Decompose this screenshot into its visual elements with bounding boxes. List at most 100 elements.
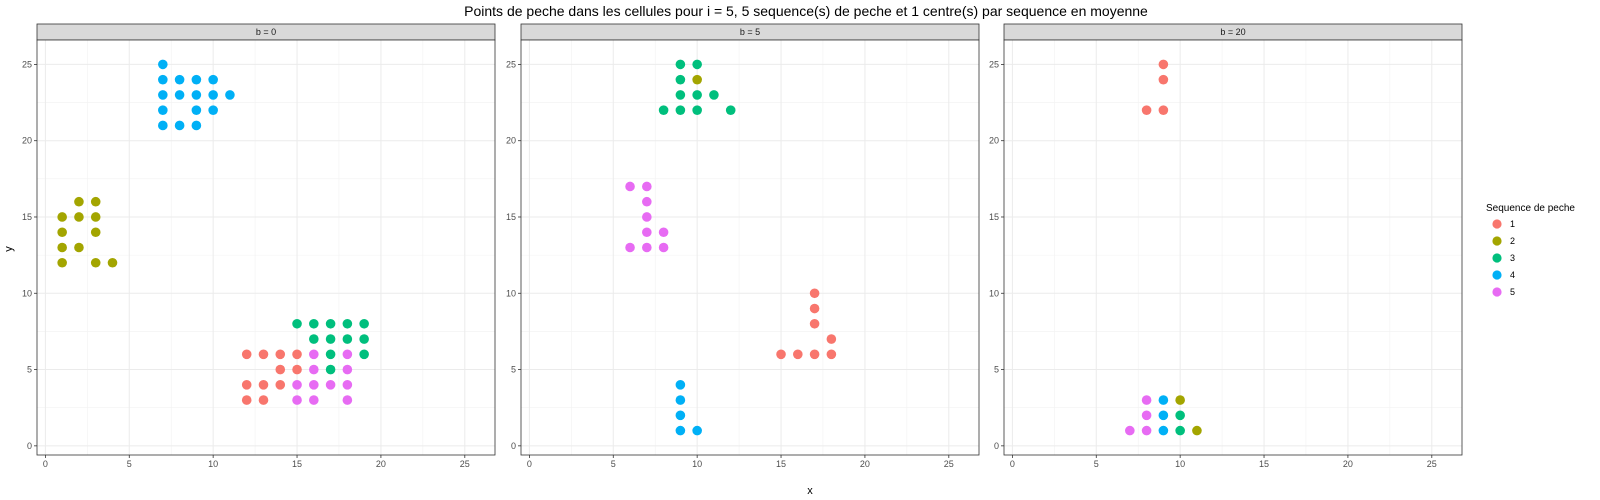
data-point-seq-2 (74, 242, 84, 253)
data-point-seq-3 (342, 334, 353, 344)
data-point-seq-1 (292, 364, 302, 375)
data-point-seq-1 (809, 288, 820, 299)
facet-strip-label: b = 20 (1220, 27, 1245, 37)
data-point-seq-1 (1158, 74, 1169, 85)
y-tick-label: 15 (989, 212, 999, 222)
x-tick-label: 20 (860, 459, 870, 469)
panel-background (521, 40, 979, 455)
y-tick-label: 10 (989, 288, 999, 298)
panel-border (36, 39, 496, 456)
data-point-seq-4 (191, 105, 202, 115)
data-point-seq-4 (225, 90, 235, 100)
data-point-seq-3 (1175, 410, 1185, 421)
y-tick-label: 0 (27, 441, 32, 451)
legend-key-4 (1492, 270, 1502, 280)
data-point-seq-4 (208, 105, 218, 115)
data-point-seq-4 (1158, 425, 1169, 436)
data-point-seq-3 (658, 105, 669, 115)
facet-panel: b = 5 0 5 10 15 20 25 0 5 10 15 20 25 (506, 23, 980, 469)
data-point-seq-1 (793, 349, 803, 360)
facet-panels: b = 0 0 5 10 15 20 25 0 5 10 15 20 25 b = 5 0 5 10 15 20 25… (22, 23, 1463, 469)
data-point-seq-5 (642, 181, 652, 192)
x-tick-label: 20 (376, 459, 386, 469)
data-point-seq-3 (325, 349, 336, 360)
data-point-seq-1 (776, 349, 786, 360)
data-point-seq-1 (1158, 59, 1169, 70)
data-point-seq-1 (258, 380, 269, 390)
data-point-seq-2 (90, 212, 101, 222)
legend-key-5 (1492, 287, 1502, 297)
data-point-seq-3 (692, 59, 702, 70)
data-point-seq-3 (292, 318, 302, 329)
data-point-seq-5 (342, 364, 353, 375)
x-tick-label: 10 (208, 459, 218, 469)
data-point-seq-5 (642, 196, 652, 207)
data-point-seq-5 (309, 349, 319, 360)
panel-border (520, 39, 980, 456)
data-point-seq-1 (241, 395, 252, 405)
data-point-seq-4 (208, 90, 218, 100)
y-tick-label: 25 (506, 59, 516, 69)
data-point-seq-5 (309, 380, 319, 390)
data-point-seq-4 (191, 120, 202, 131)
data-point-seq-3 (325, 334, 336, 344)
data-point-seq-5 (1141, 395, 1152, 405)
data-point-seq-4 (208, 74, 218, 85)
data-point-seq-3 (342, 318, 353, 329)
facet-strip-label: b = 0 (256, 27, 276, 37)
x-axis-title: x (807, 485, 813, 497)
y-tick-label: 25 (989, 59, 999, 69)
data-point-seq-5 (292, 395, 302, 405)
data-point-seq-2 (1175, 395, 1185, 405)
data-point-seq-1 (809, 349, 820, 360)
data-point-seq-1 (275, 364, 286, 375)
data-point-seq-1 (1158, 105, 1169, 115)
data-point-seq-2 (57, 242, 67, 253)
data-point-seq-5 (642, 242, 652, 253)
data-point-seq-5 (658, 242, 669, 253)
y-tick-label: 15 (22, 212, 32, 222)
y-tick-label: 5 (27, 365, 32, 375)
data-point-seq-3 (359, 318, 369, 329)
y-tick-label: 25 (22, 59, 32, 69)
data-point-seq-5 (342, 395, 353, 405)
panel-background (37, 40, 495, 455)
data-point-seq-1 (275, 349, 286, 360)
x-tick-label: 25 (944, 459, 954, 469)
data-point-seq-2 (90, 257, 101, 268)
y-tick-label: 15 (506, 212, 516, 222)
data-point-seq-3 (1175, 425, 1185, 436)
data-point-seq-5 (309, 395, 319, 405)
data-point-seq-2 (692, 74, 702, 85)
data-point-seq-1 (258, 395, 269, 405)
data-point-seq-3 (692, 90, 702, 100)
data-point-seq-4 (692, 425, 702, 436)
legend: Sequence de peche 1 2 3 4 5 (1486, 203, 1575, 297)
data-point-seq-1 (826, 349, 837, 360)
legend-label-2: 2 (1510, 236, 1515, 246)
data-point-seq-2 (57, 212, 67, 222)
x-tick-label: 20 (1343, 459, 1353, 469)
data-point-seq-4 (158, 74, 168, 85)
facet-panel: b = 0 0 5 10 15 20 25 0 5 10 15 20 25 (22, 23, 496, 469)
x-tick-label: 25 (460, 459, 470, 469)
legend-key-1 (1492, 219, 1502, 229)
data-point-seq-5 (1141, 410, 1152, 421)
data-point-seq-5 (292, 380, 302, 390)
data-point-seq-4 (174, 74, 185, 85)
data-point-seq-5 (1141, 425, 1152, 436)
y-tick-label: 20 (506, 136, 516, 146)
data-point-seq-4 (158, 105, 168, 115)
data-point-seq-1 (292, 349, 302, 360)
legend-label-4: 4 (1510, 270, 1515, 280)
data-point-seq-2 (90, 196, 101, 207)
data-point-seq-4 (158, 90, 168, 100)
data-point-seq-3 (359, 349, 369, 360)
y-tick-label: 20 (22, 136, 32, 146)
data-point-seq-2 (90, 227, 101, 238)
facet-strip-label: b = 5 (740, 27, 760, 37)
data-point-seq-1 (809, 303, 820, 314)
data-point-seq-1 (809, 318, 820, 329)
data-point-seq-2 (107, 257, 118, 268)
data-point-seq-5 (642, 227, 652, 238)
